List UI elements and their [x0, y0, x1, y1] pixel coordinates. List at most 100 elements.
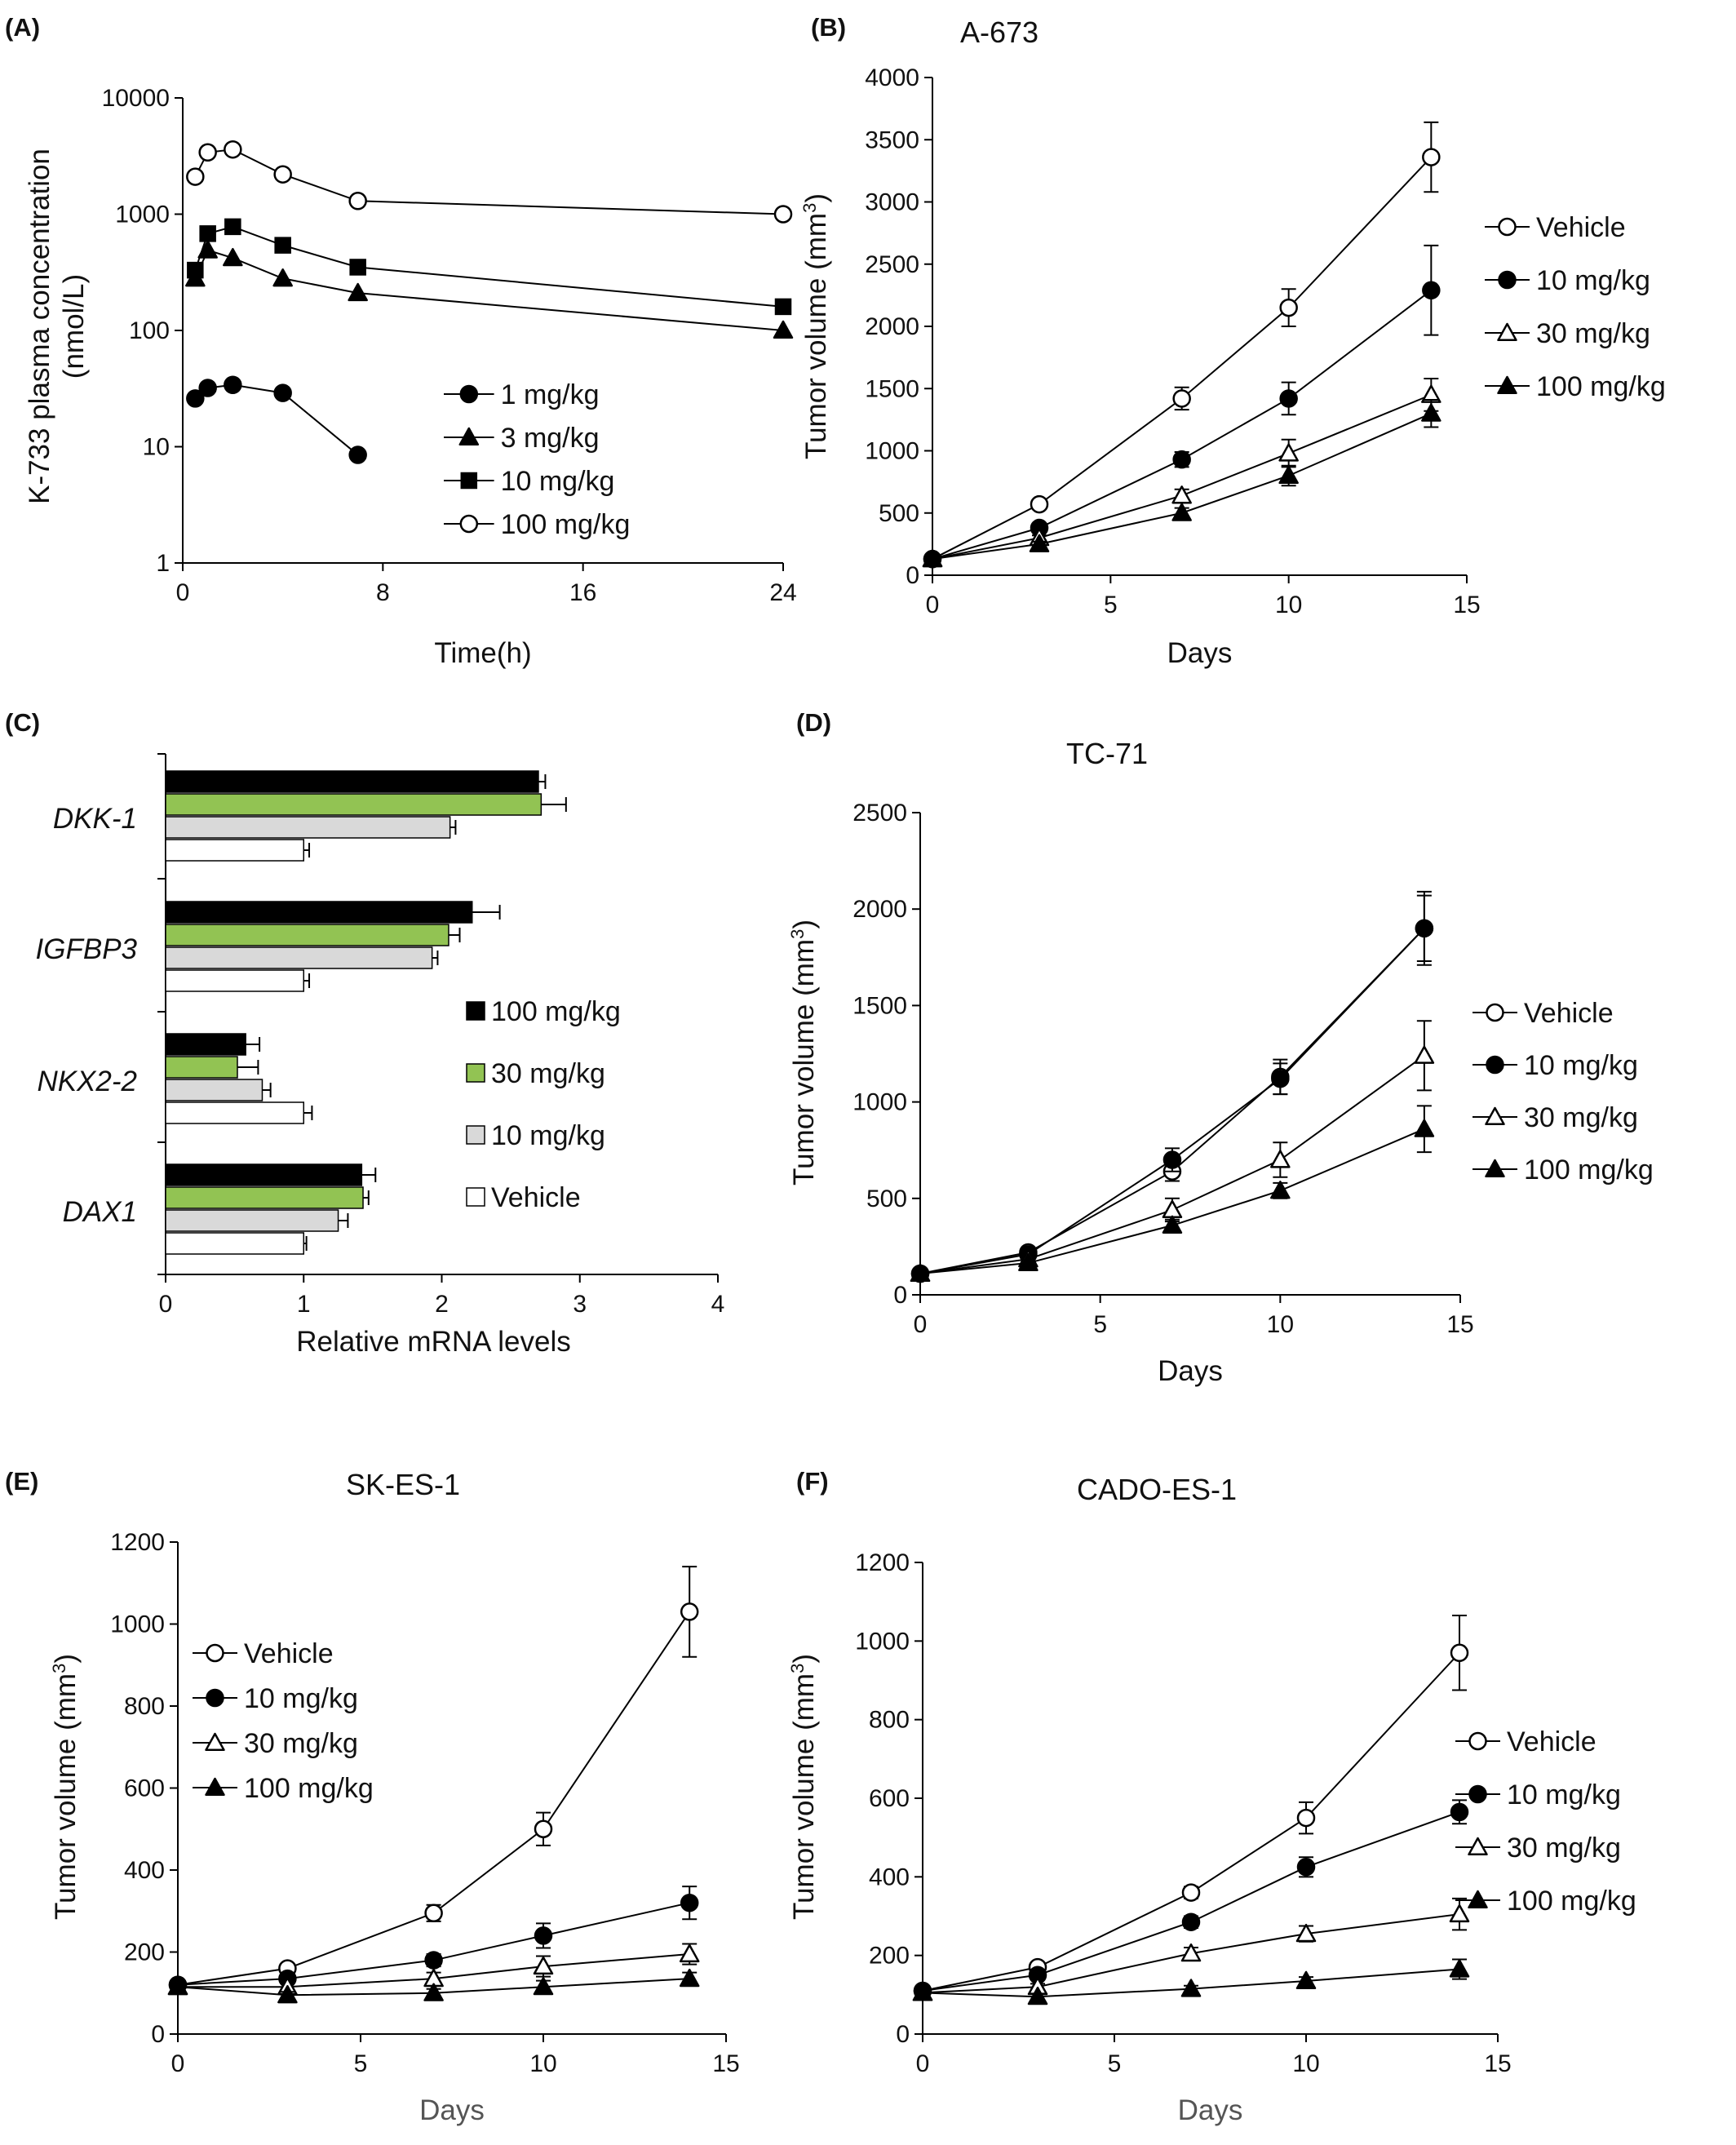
panel-f-y-tick-label: 1000 — [855, 1628, 910, 1655]
panel-f-y-tick-label: 600 — [869, 1785, 910, 1812]
panel-e-data-point — [533, 1976, 554, 1996]
panel-f-data-point — [1181, 1912, 1201, 1931]
panel-e-chart: SK-ES-1 0 200 400 600 800 1000 1200 0 5 10 15 Days Tu… — [49, 1468, 740, 2126]
panel-c-bar — [165, 1056, 238, 1079]
panel-a-data-point — [774, 298, 792, 316]
panel-c-chart: 0 1 2 3 4 Relative mRNA levels DKK-1 IGFBP3 NKX2… — [36, 753, 724, 1358]
panel-d-data-point — [1270, 1181, 1291, 1199]
panel-d-data-point — [1162, 1215, 1183, 1234]
panel-b-legend-label: 30 mg/kg — [1536, 318, 1650, 349]
panel-e-legend: Vehicle 10 mg/kg 30 mg/kg 100 mg/kg — [193, 1638, 374, 1804]
panel-f-y-axis-label-sup: 3 — [787, 1664, 808, 1673]
panel-a-y-axis-label: K-733 plasma concentration(nmol/L) — [24, 148, 90, 504]
panel-f-legend-label: Vehicle — [1507, 1726, 1596, 1757]
panel-c-legend-swatch — [466, 1187, 485, 1207]
panel-f-y-axis-label: Tumor volume (mm3) — [787, 1654, 821, 1920]
panel-a-legend-label: 3 mg/kg — [501, 423, 600, 454]
panel-b-legend-marker — [1497, 375, 1517, 395]
panel-b-legend-marker — [1498, 270, 1517, 290]
panel-a-y-axis-label-line: (nmol/L) — [58, 274, 90, 379]
panel-b-y-tick-label: 1000 — [865, 438, 919, 465]
panel-a-legend-label: 100 mg/kg — [501, 509, 631, 540]
panel-c-bar — [165, 793, 542, 816]
panel-d-legend-marker — [1485, 1106, 1505, 1126]
panel-f-x-axis-label: Days — [1178, 2094, 1243, 2126]
panel-a-data-point — [273, 165, 292, 184]
panel-e-y-axis-label-tail: ) — [50, 1654, 82, 1664]
panel-d-data-point — [1271, 1069, 1290, 1088]
panel-d-data-point — [1414, 1119, 1435, 1137]
panel-d-y-axis-label-tail: ) — [788, 920, 820, 929]
panel-c-bar — [165, 969, 304, 992]
panel-d-legend-marker — [1486, 1003, 1504, 1022]
panel-e-x-tick-label: 5 — [354, 2050, 368, 2077]
panel-b-x-tick-label: 5 — [1104, 592, 1118, 618]
panel-c-bar — [165, 924, 450, 946]
panel-e-y-tick-label: 1200 — [110, 1529, 165, 1556]
panel-a-data-point — [349, 259, 366, 276]
panel-a-series-0 — [186, 375, 367, 464]
panel-b-data-point — [1279, 389, 1298, 408]
panel-a-data-point — [186, 389, 205, 408]
panel-e-x-axis-label: Days — [419, 2094, 485, 2126]
panel-e-legend-label: 100 mg/kg — [244, 1773, 374, 1804]
panel-c-legend-label: Vehicle — [491, 1182, 581, 1213]
panel-b-y-tick-label: 500 — [879, 500, 919, 527]
panel-d-data-point — [910, 1263, 931, 1283]
panel-c-bar — [165, 1101, 304, 1124]
panel-d-y-tick-label: 0 — [893, 1282, 907, 1309]
panel-e-y-axis-label: Tumor volume (mm3) — [49, 1654, 82, 1920]
panel-d-series-3 — [910, 1105, 1435, 1283]
panel-b-title: A-673 — [960, 16, 1038, 49]
panel-a-legend-label: 10 mg/kg — [501, 466, 615, 497]
panel-d-legend-label: 100 mg/kg — [1524, 1154, 1654, 1186]
panel-e-y-tick-label: 400 — [124, 1857, 165, 1884]
panel-b-x-axis-label: Days — [1167, 637, 1233, 669]
panel-f-data-point — [1296, 1858, 1316, 1877]
panel-d-y-axis-label: Tumor volume (mm3) — [787, 920, 821, 1186]
panel-b-legend-marker — [1497, 322, 1517, 342]
panel-b-x-tick-label: 15 — [1453, 592, 1480, 618]
panel-e-legend-marker — [205, 1777, 225, 1797]
panel-a-data-point — [273, 383, 292, 402]
panel-b-x-tick-label: 0 — [926, 592, 940, 618]
panel-a-data-point — [186, 167, 205, 186]
panel-e-x-tick-label: 0 — [171, 2050, 185, 2077]
panel-a-series-3 — [186, 140, 793, 224]
panel-a-legend-marker — [460, 472, 478, 490]
panel-d-y-tick-label: 500 — [866, 1186, 907, 1212]
panel-a-y-tick-label: 10000 — [102, 85, 170, 112]
panel-letter-A: (A) — [5, 13, 40, 42]
panel-b-data-point — [1172, 450, 1191, 469]
panel-f-y-tick-label: 0 — [896, 2021, 910, 2048]
panel-e-x-tick-label: 10 — [529, 2050, 556, 2077]
panel-c-bar — [165, 1232, 304, 1255]
panel-f-legend-marker — [1468, 1837, 1488, 1856]
panel-letter-E: (E) — [5, 1467, 38, 1496]
panel-c-bar — [165, 1033, 246, 1056]
panel-e-data-point — [679, 1943, 700, 1963]
panel-e-data-point — [680, 1602, 699, 1621]
panel-f-legend: Vehicle 10 mg/kg 30 mg/kg 100 mg/kg — [1455, 1726, 1636, 1917]
panel-d-legend-label: Vehicle — [1524, 998, 1614, 1029]
panel-a-legend-marker — [458, 427, 480, 446]
panel-f-data-point — [1027, 1986, 1048, 2005]
panel-f-data-point — [1450, 1643, 1469, 1663]
panel-e-data-point — [680, 1893, 699, 1912]
panel-e-data-point — [534, 1819, 553, 1838]
panel-b-data-point — [1171, 485, 1192, 504]
panel-a-data-point — [224, 218, 241, 236]
panel-b-y-tick-label: 0 — [906, 562, 919, 589]
panel-f-y-axis-label-tail: ) — [788, 1654, 820, 1664]
panel-e-data-point — [534, 1926, 553, 1945]
panel-e-series-3 — [167, 1968, 700, 2004]
panel-c-category-label: DAX1 — [63, 1196, 137, 1228]
panel-c-category-label: NKX2-2 — [37, 1066, 137, 1097]
panel-e-legend-marker — [205, 1732, 225, 1752]
panel-f-x-tick-label: 15 — [1484, 2050, 1511, 2077]
panel-c-bar — [165, 1163, 363, 1186]
panel-a-series-2 — [187, 218, 792, 316]
panel-d-x-tick-label: 10 — [1267, 1311, 1294, 1338]
